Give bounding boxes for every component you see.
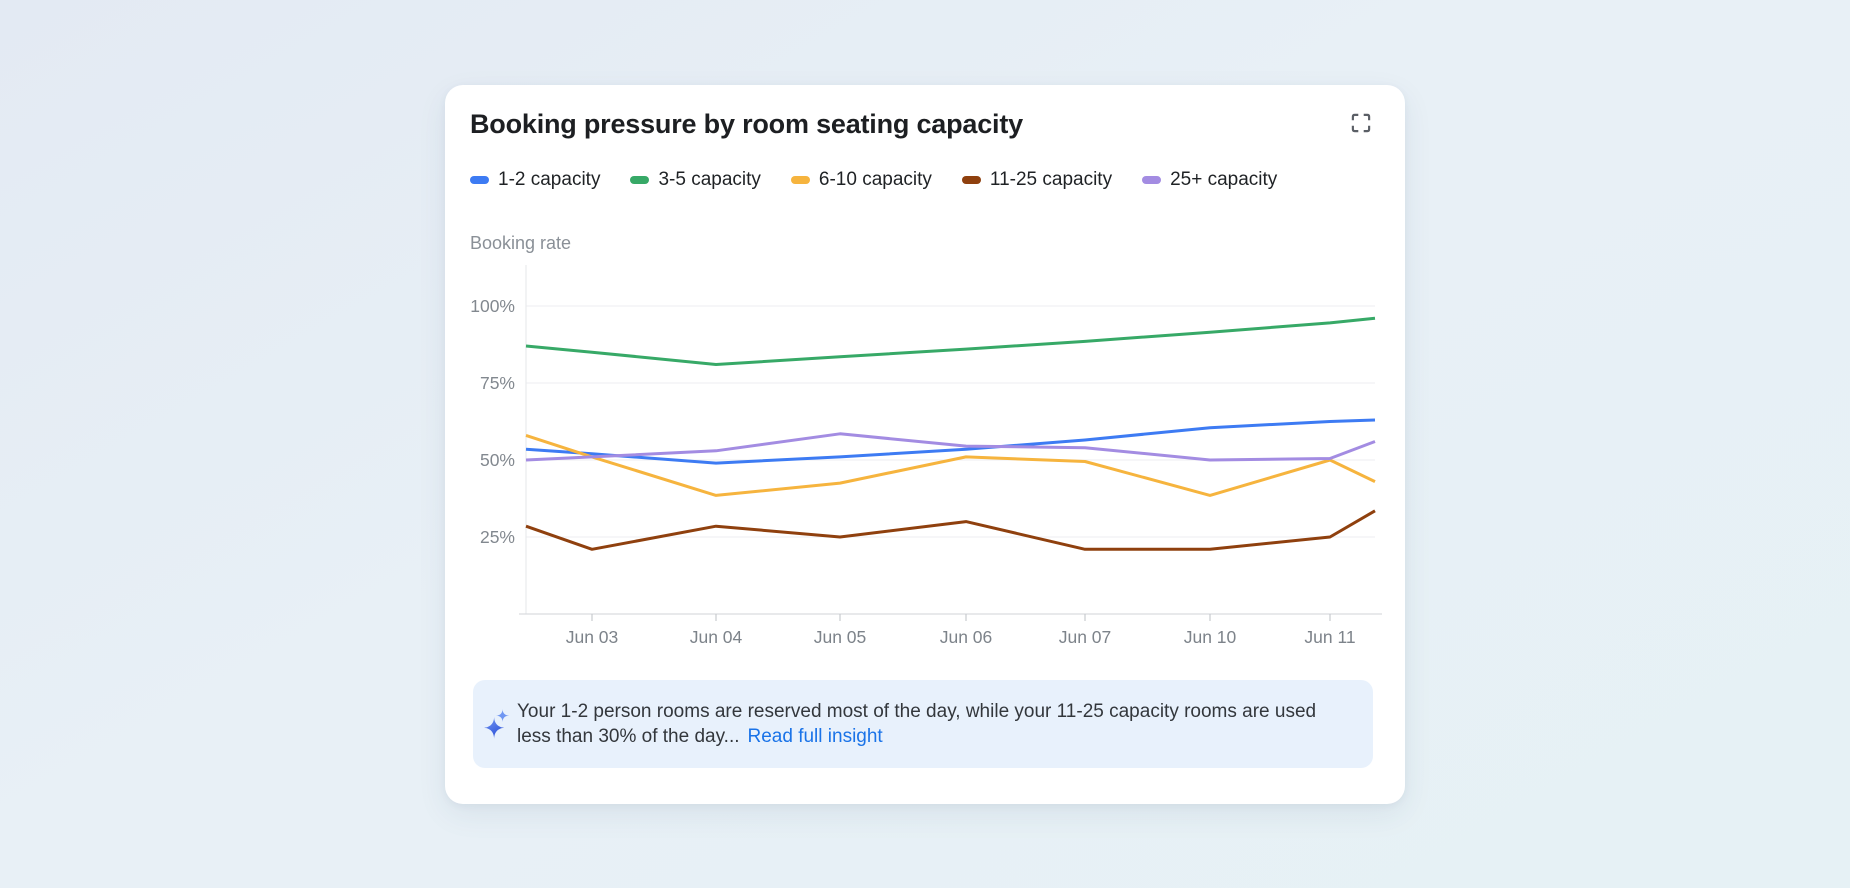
x-tick-label: Jun 07 — [1059, 627, 1112, 647]
legend-item-1-2-capacity[interactable]: 1-2 capacity — [470, 169, 600, 191]
legend-item-3-5-capacity[interactable]: 3-5 capacity — [630, 168, 761, 191]
x-tick-label: Jun 03 — [566, 627, 619, 647]
legend-swatch — [630, 175, 650, 184]
series-line-25-capacity — [525, 431, 1376, 461]
insight-text: Your 1-2 person rooms are reserved most … — [517, 699, 1341, 749]
series-line-11-25-capacity — [525, 509, 1376, 551]
legend-label: 11-25 capacity — [989, 168, 1113, 190]
x-tick-label: Jun 04 — [690, 627, 743, 647]
x-tick-label: Jun 06 — [940, 627, 993, 647]
y-tick-label: 75% — [480, 373, 515, 393]
insight-banner: Your 1-2 person rooms are reserved most … — [473, 679, 1373, 768]
fullscreen-icon — [1351, 113, 1371, 132]
y-axis-title: Booking rate — [470, 232, 572, 253]
series-line-3-5-capacity — [525, 316, 1376, 366]
y-tick-label: 25% — [480, 527, 515, 547]
legend-item-11-25-capacity[interactable]: 11-25 capacity — [961, 168, 1113, 191]
series-line-1-2-capacity — [525, 418, 1376, 465]
insight-message: Your 1-2 person rooms are reserved most … — [517, 700, 1317, 747]
chart-legend: 1-2 capacity 3-5 capacity 6-10 capacity 11-… — [470, 169, 1277, 191]
y-tick-label: 100% — [470, 296, 515, 316]
x-tick-label: Jun 11 — [1304, 627, 1355, 647]
legend-swatch — [1142, 175, 1162, 184]
legend-label: 6-10 capacity — [818, 168, 932, 190]
read-full-insight-link[interactable]: Read full insight — [747, 725, 883, 747]
line-chart: Jun 03 Jun 04 Jun 05 Jun 06 Jun 07 Jun 10 Jun … — [470, 264, 1382, 647]
legend-label: 3-5 capacity — [658, 168, 761, 190]
x-tick-label: Jun 10 — [1184, 627, 1237, 647]
series-line-6-10-capacity — [525, 433, 1376, 497]
legend-label: 1-2 capacity — [498, 168, 601, 190]
legend-item-6-10-capacity[interactable]: 6-10 capacity — [790, 168, 932, 191]
chart-card: Booking pressure by room seating capacit… — [445, 84, 1405, 804]
x-tick-label: Jun 05 — [814, 627, 867, 647]
legend-label: 25+ capacity — [1170, 168, 1278, 190]
sparkle-icon — [482, 708, 510, 739]
legend-swatch — [961, 175, 981, 184]
legend-item-25-capacity[interactable]: 25+ capacity — [1142, 169, 1277, 191]
y-tick-label: 50% — [480, 450, 515, 470]
chart-title: Booking pressure by room seating capacit… — [470, 108, 1023, 139]
expand-button[interactable] — [1345, 107, 1377, 139]
legend-swatch — [790, 175, 810, 184]
legend-swatch — [470, 175, 489, 184]
